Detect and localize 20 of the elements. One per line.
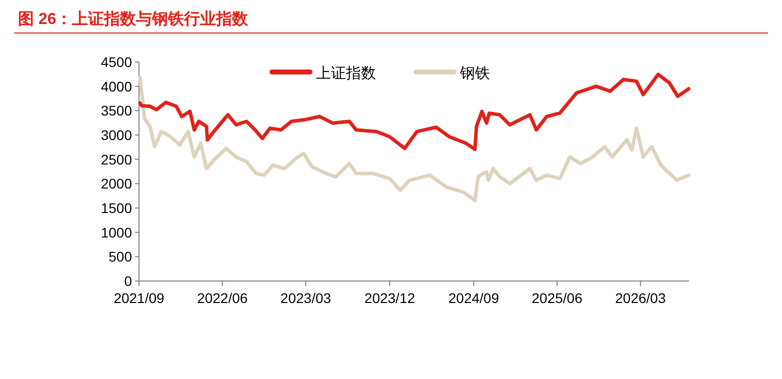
y-tick-label: 2500 bbox=[100, 151, 132, 168]
legend-label: 上证指数 bbox=[316, 65, 376, 82]
x-tick-label: 2021/09 bbox=[114, 290, 165, 306]
x-tick-label: 2023/12 bbox=[364, 290, 416, 306]
y-tick-label: 0 bbox=[124, 273, 132, 289]
y-tick-label: 2000 bbox=[100, 176, 132, 192]
x-tick-label: 2026/03 bbox=[615, 290, 666, 306]
x-tick-label: 2022/06 bbox=[197, 290, 248, 306]
legend-label: 钢铁 bbox=[459, 65, 490, 82]
y-tick-label: 1000 bbox=[100, 224, 132, 240]
x-tick-label: 2024/09 bbox=[448, 290, 500, 306]
y-tick-label: 500 bbox=[108, 248, 132, 265]
y-tick-label: 3500 bbox=[100, 102, 132, 119]
y-tick-label: 4000 bbox=[100, 78, 132, 94]
y-tick-label: 4500 bbox=[100, 54, 132, 70]
x-tick-label: 2025/06 bbox=[532, 290, 583, 306]
y-tick-label: 3000 bbox=[100, 127, 132, 143]
x-tick-label: 2023/03 bbox=[280, 290, 332, 306]
chart-title: 图 26：上证指数与钢铁行业指数 bbox=[18, 10, 250, 28]
y-tick-label: 1500 bbox=[100, 200, 132, 216]
